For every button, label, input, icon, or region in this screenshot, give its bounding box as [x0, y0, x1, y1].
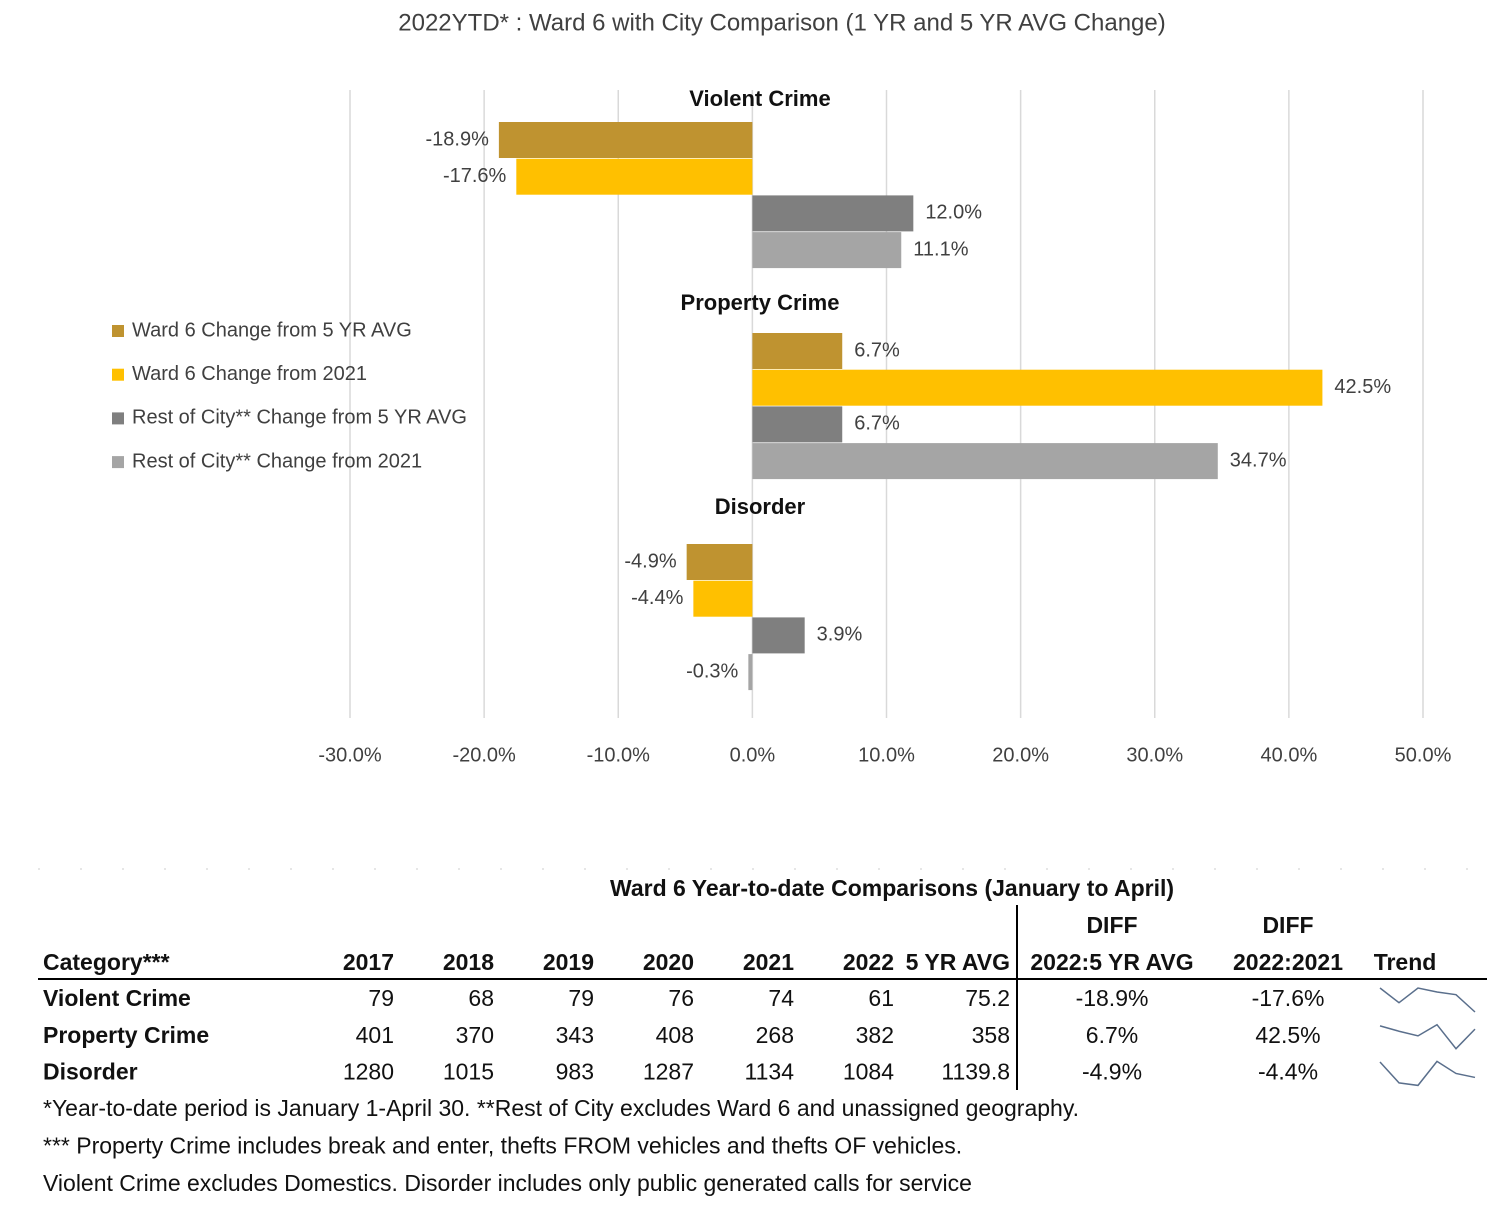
- value-label: -17.6%: [443, 165, 507, 187]
- table-header: 2018: [443, 949, 494, 975]
- legend-swatch: [112, 325, 124, 337]
- table-cell: -4.4%: [1258, 1058, 1318, 1084]
- x-tick-label: 10.0%: [858, 744, 915, 766]
- footnote: *** Property Crime includes break and en…: [43, 1133, 962, 1159]
- x-tick-label: 0.0%: [730, 744, 776, 766]
- table-header: 2022:5 YR AVG: [1030, 949, 1193, 975]
- table-cell: 79: [368, 985, 394, 1011]
- table-title: Ward 6 Year-to-date Comparisons (January…: [610, 875, 1174, 901]
- table-cell: 1139.8: [941, 1058, 1010, 1084]
- value-label: -4.4%: [631, 587, 683, 609]
- x-tick-label: 20.0%: [992, 744, 1049, 766]
- table-cell: 68: [468, 985, 494, 1011]
- row-label: Disorder: [43, 1058, 138, 1084]
- table-cell: -18.9%: [1076, 985, 1149, 1011]
- table-cell: 382: [856, 1022, 894, 1048]
- table-cell: 61: [868, 985, 894, 1011]
- table-header: DIFF: [1262, 912, 1313, 938]
- table-cell: 1287: [643, 1058, 694, 1084]
- bar: [752, 443, 1218, 480]
- value-label: -0.3%: [686, 660, 738, 682]
- value-label: -4.9%: [624, 550, 676, 572]
- value-label: 6.7%: [854, 413, 900, 435]
- legend-label: Rest of City** Change from 2021: [132, 450, 422, 472]
- table-header: 2022: [843, 949, 894, 975]
- category-label: Violent Crime: [689, 86, 830, 111]
- table-header: Trend: [1374, 949, 1437, 975]
- x-tick-label: 30.0%: [1126, 744, 1183, 766]
- row-label: Property Crime: [43, 1022, 209, 1048]
- table-header: Category***: [43, 949, 170, 975]
- value-label: 3.9%: [817, 624, 863, 646]
- bar: [752, 195, 914, 232]
- bar: [752, 369, 1323, 406]
- x-tick-label: -20.0%: [452, 744, 516, 766]
- table-header: 2020: [643, 949, 694, 975]
- value-label: 42.5%: [1334, 376, 1391, 398]
- table-header: 2019: [543, 949, 594, 975]
- table-cell: 408: [656, 1022, 694, 1048]
- x-tick-label: 40.0%: [1261, 744, 1318, 766]
- table-cell: 401: [356, 1022, 394, 1048]
- value-label: 11.1%: [913, 238, 968, 260]
- table-cell: 343: [556, 1022, 594, 1048]
- table-header: DIFF: [1086, 912, 1137, 938]
- category-label: Disorder: [715, 494, 806, 519]
- table-header: 5 YR AVG: [906, 949, 1010, 975]
- value-label: -18.9%: [426, 128, 490, 150]
- value-label: 12.0%: [925, 202, 982, 224]
- chart-title: 2022YTD* : Ward 6 with City Comparison (…: [398, 9, 1165, 36]
- table-cell: 1134: [745, 1058, 795, 1084]
- bar: [498, 122, 753, 158]
- x-tick-label: -30.0%: [318, 744, 382, 766]
- table-cell: 358: [972, 1022, 1010, 1048]
- table-cell: 6.7%: [1086, 1022, 1138, 1048]
- legend-label: Ward 6 Change from 5 YR AVG: [132, 319, 412, 341]
- bar: [752, 232, 902, 269]
- legend-label: Rest of City** Change from 5 YR AVG: [132, 407, 467, 429]
- bar: [516, 158, 753, 195]
- table-cell: 75.2: [965, 985, 1010, 1011]
- category-label: Property Crime: [681, 290, 840, 315]
- bar: [748, 654, 753, 691]
- footnote: Violent Crime excludes Domestics. Disord…: [43, 1170, 972, 1196]
- table-cell: 76: [668, 985, 694, 1011]
- row-label: Violent Crime: [43, 985, 191, 1011]
- table-cell: 983: [556, 1058, 594, 1084]
- value-label: 6.7%: [854, 339, 900, 361]
- bar: [686, 544, 753, 580]
- table-cell: -17.6%: [1252, 985, 1325, 1011]
- legend-swatch: [112, 368, 124, 381]
- x-tick-label: -10.0%: [587, 744, 651, 766]
- sparkline: [1379, 1023, 1476, 1050]
- sparkline: [1379, 987, 1476, 1013]
- legend-swatch: [112, 456, 124, 469]
- legend-label: Ward 6 Change from 2021: [132, 363, 367, 385]
- sparkline: [1379, 1060, 1476, 1087]
- table-cell: 42.5%: [1255, 1022, 1320, 1048]
- table-cell: 74: [768, 985, 794, 1011]
- table-header: 2022:2021: [1233, 949, 1343, 975]
- bar: [693, 580, 753, 617]
- table-header: 2021: [743, 949, 794, 975]
- table-cell: 268: [756, 1022, 794, 1048]
- table-cell: 1015: [443, 1058, 494, 1084]
- table-cell: 370: [456, 1022, 494, 1048]
- bar: [752, 406, 843, 443]
- table-cell: 1280: [343, 1058, 394, 1084]
- table-cell: -4.9%: [1082, 1058, 1142, 1084]
- x-tick-label: 50.0%: [1395, 744, 1452, 766]
- bar: [752, 617, 805, 654]
- legend-swatch: [112, 412, 124, 425]
- value-label: 34.7%: [1230, 449, 1287, 471]
- table-header: 2017: [343, 949, 394, 975]
- table-cell: 79: [568, 985, 594, 1011]
- table-cell: 1084: [843, 1058, 894, 1084]
- bar: [752, 333, 843, 369]
- footnote: *Year-to-date period is January 1-April …: [43, 1095, 1079, 1121]
